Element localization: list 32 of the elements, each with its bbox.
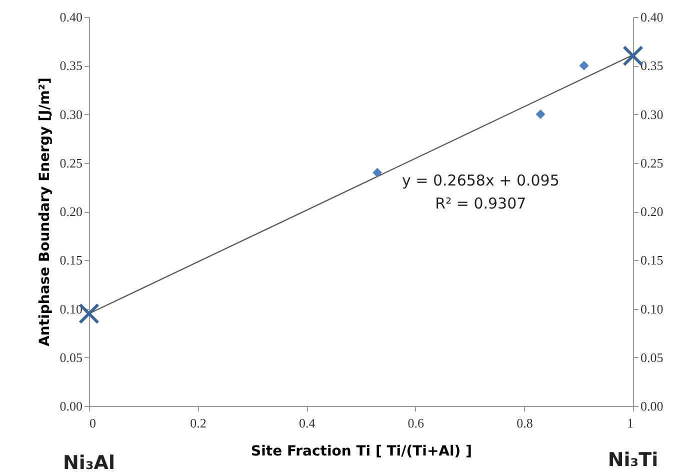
point [536,110,546,119]
x-tick-label: 0.2 [190,416,206,430]
y-tick-label: 0.30 [60,106,82,122]
text: Ni₃Ti [608,449,658,471]
y2-tick-label: 0.05 [640,350,664,365]
text: Ni₃Al [63,452,115,474]
x-tick-label: 1 [627,416,634,430]
x-tick-label: 0 [90,416,96,430]
x-tick-label: 0.4 [298,416,316,430]
y-tick-label: 0.15 [60,252,82,268]
annotation: R² = 0.9307 [435,194,526,213]
y2-tick-label: 0.30 [640,106,664,122]
y2-tick-label: 0.10 [640,301,664,316]
x-tick-label: 0.8 [516,416,533,430]
y-tick-label: 0.35 [60,58,82,74]
y2-tick-label: 0.35 [640,58,664,74]
y-tick-label: 0.40 [60,10,82,24]
x-tick-label: 0.6 [408,416,425,430]
y-tick-label: 0.05 [60,350,82,365]
y-tick-label: 0.20 [60,204,82,219]
y2-tick-label: 0.20 [640,204,664,219]
point [372,168,382,178]
point [579,60,589,70]
y-tick-label: 0.00 [60,398,82,414]
y-axis-title: Antiphase Boundary Energy [J/m²] [36,78,53,346]
y2-tick-label: 0.15 [640,252,664,268]
y2-tick-label: 0.40 [640,10,664,24]
annotation: y = 0.2658x + 0.095 [402,171,560,190]
x-axis-title: Site Fraction Ti [ Ti/(Ti+Al) ] [251,444,472,460]
y2-tick-label: 0.25 [640,155,664,170]
y2-tick-label: 0.00 [640,398,664,414]
y-tick-label: 0.25 [60,155,82,170]
